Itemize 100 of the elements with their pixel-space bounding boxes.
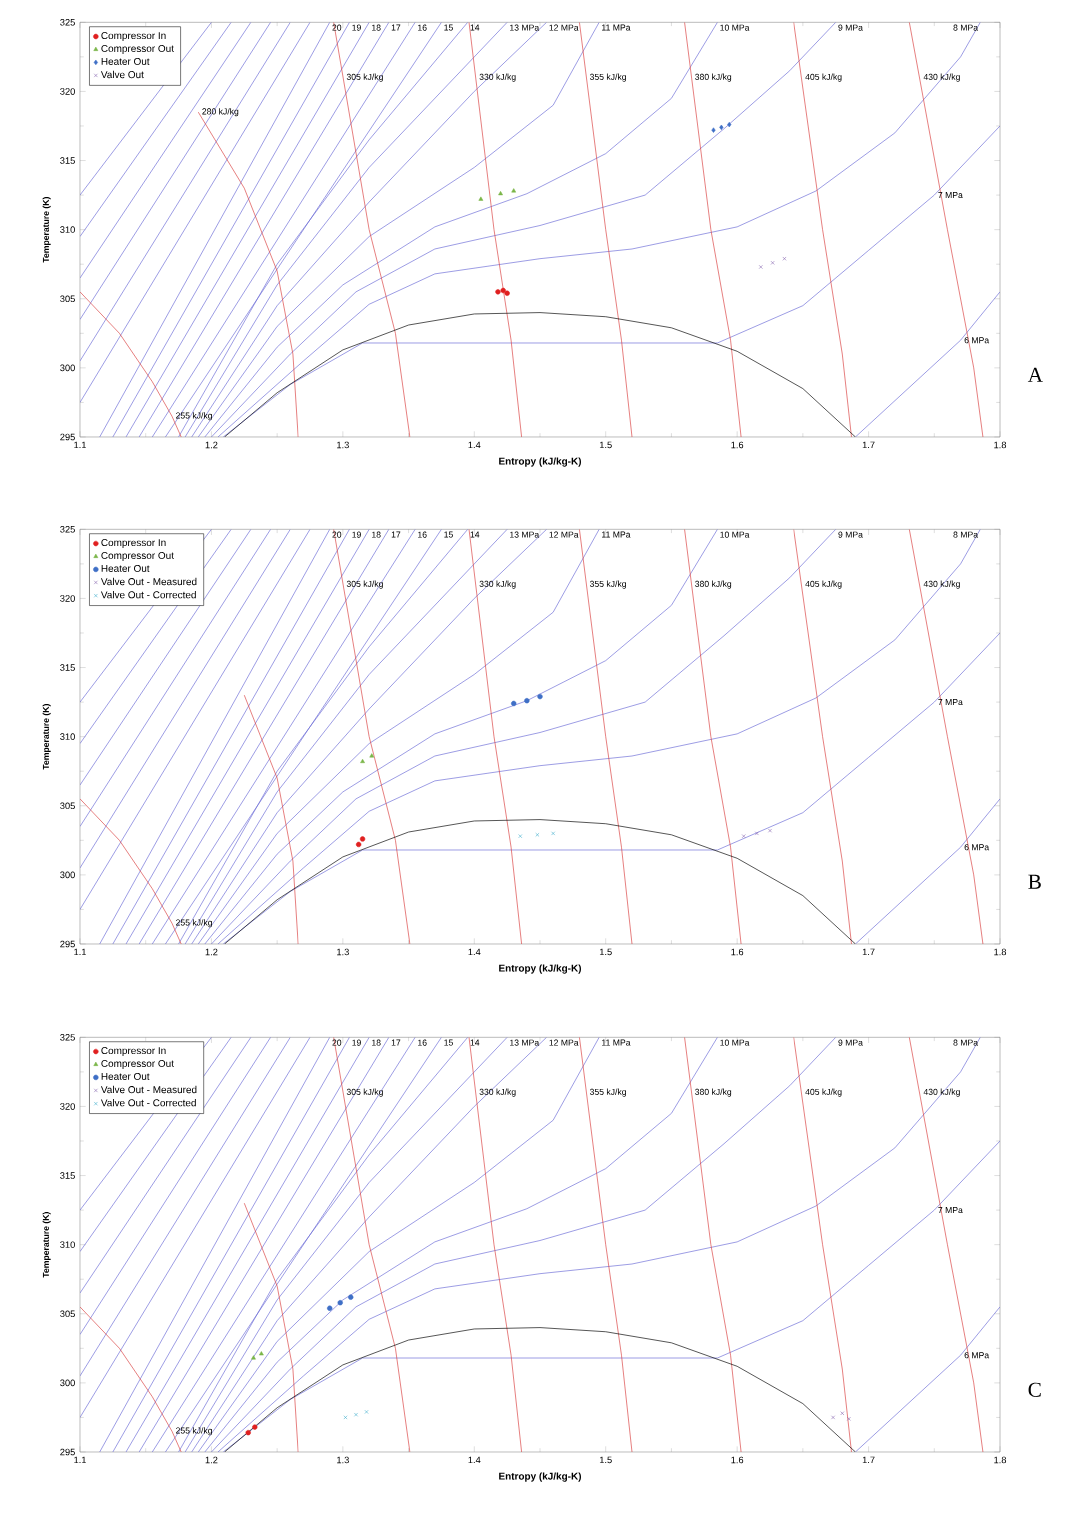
annotation: 9 MPa [838, 531, 863, 538]
point [768, 828, 772, 833]
x-tick-label: 1.4 [468, 1456, 481, 1464]
line-series [333, 22, 411, 437]
annotation: 7 MPa [938, 699, 963, 706]
y-tick-label: 310 [60, 226, 75, 233]
annotation: 15 [444, 531, 453, 538]
y-tick-label: 325 [60, 19, 75, 26]
point [719, 124, 724, 131]
annotation: 405 kJ/kg [805, 1088, 842, 1097]
x-tick-label: 1.7 [862, 441, 875, 449]
annotation: 8 MPa [953, 531, 979, 538]
y-tick-label: 320 [60, 595, 75, 602]
annotation: 330 kJ/kg [479, 580, 516, 589]
point [354, 1412, 358, 1417]
annotation: 380 kJ/kg [695, 73, 732, 82]
text: C [1028, 1382, 1041, 1397]
y-tick-label: 310 [60, 1241, 75, 1248]
line-series [224, 312, 856, 437]
y-tick-label: 305 [60, 1310, 75, 1318]
x-tick-label: 1.7 [862, 1456, 875, 1464]
annotation: 16 [418, 24, 427, 31]
point [337, 1300, 343, 1306]
point [537, 693, 543, 700]
point [511, 700, 517, 707]
point [360, 758, 365, 763]
annotation: 330 kJ/kg [479, 1088, 516, 1097]
annotation: 11 MPa [602, 531, 631, 538]
annotation: 12 MPa [549, 24, 579, 31]
annotation: 10 MPa [720, 1039, 750, 1046]
text: B [1028, 874, 1041, 889]
point [355, 841, 362, 848]
point [259, 1351, 264, 1356]
x-axis-title: Entropy (kJ/kg-K) [499, 1472, 581, 1482]
annotation: 405 kJ/kg [805, 73, 842, 82]
annotation: 13 MPa [510, 1039, 540, 1046]
line-series [222, 125, 1001, 437]
legend-label: Heater Out [101, 564, 150, 572]
legend-label: Valve Out - Measured [100, 577, 197, 586]
point [770, 260, 775, 265]
point [369, 753, 375, 758]
y-tick-label: 300 [60, 871, 75, 879]
legend-label: Valve Out - Corrected [100, 1099, 196, 1107]
x-tick-label: 1.3 [337, 1456, 349, 1464]
x-tick-label: 1.8 [994, 1456, 1007, 1464]
x-tick-label: 1.2 [205, 441, 218, 449]
point [359, 836, 366, 842]
line-series [855, 1306, 1001, 1452]
x-tick-label: 1.7 [862, 948, 875, 956]
line-series [243, 694, 299, 944]
x-tick-label: 1.1 [74, 1456, 86, 1464]
point [500, 287, 506, 294]
annotation: 11 MPa [602, 1039, 631, 1046]
line-series [222, 1140, 1001, 1452]
x-tick-label: 1.5 [599, 441, 612, 449]
y-tick-label: 315 [60, 1172, 75, 1179]
legend-label: Heater Out [101, 57, 150, 65]
point [754, 831, 759, 836]
annotation: 430 kJ/kg [923, 1088, 960, 1097]
annotation: 14 [470, 1039, 480, 1046]
line-series [855, 291, 1001, 437]
line-series [579, 22, 633, 437]
y-tick-label: 300 [60, 1379, 75, 1387]
annotation: 14 [470, 24, 480, 31]
annotation: 355 kJ/kg [589, 73, 626, 82]
point [478, 196, 484, 201]
legend-label: Valve Out - Measured [100, 1085, 197, 1094]
annotation: 255 kJ/kg [176, 1427, 212, 1436]
annotation: 17 [391, 531, 401, 538]
x-tick-label: 1.8 [994, 948, 1007, 956]
annotation: 7 MPa [938, 192, 963, 199]
y-tick-label: 320 [60, 1103, 75, 1110]
point [535, 832, 540, 837]
y-tick-label: 295 [60, 1448, 75, 1456]
annotation: 6 MPa [964, 1352, 990, 1359]
line-series [224, 1327, 856, 1452]
y-tick-label: 315 [60, 157, 75, 164]
y-tick-label: 325 [60, 526, 75, 533]
line-series [333, 529, 411, 944]
annotation: 430 kJ/kg [923, 73, 960, 82]
annotation: 17 [391, 24, 401, 31]
annotation: 17 [391, 1039, 401, 1046]
point [741, 834, 746, 839]
legend-label: Valve Out - Corrected [100, 591, 196, 599]
y-axis-title: Temperature (K) [42, 704, 51, 770]
x-tick-label: 1.2 [205, 1456, 218, 1464]
y-tick-label: 310 [60, 733, 75, 740]
legend-label: Compressor Out [101, 1059, 174, 1069]
annotation: 305 kJ/kg [346, 73, 383, 82]
y-tick-label: 295 [60, 940, 75, 948]
line-series [579, 1037, 633, 1452]
x-axis-title: Entropy (kJ/kg-K) [499, 964, 581, 974]
y-tick-label: 305 [60, 295, 75, 303]
x-tick-label: 1.2 [205, 948, 218, 956]
text: A [1027, 367, 1043, 382]
point [327, 1305, 333, 1311]
annotation: 13 MPa [510, 531, 540, 538]
line-series [579, 529, 633, 944]
annotation: 305 kJ/kg [346, 580, 383, 589]
point [252, 1424, 258, 1430]
